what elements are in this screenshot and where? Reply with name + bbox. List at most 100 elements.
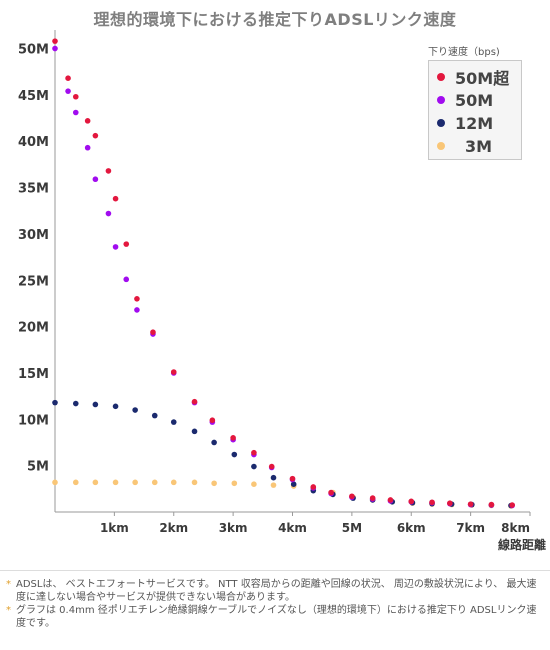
x-tick-label: 1km [100,521,129,535]
x-tick-label: 5M [342,521,362,535]
data-point-50m-over [251,449,257,456]
legend-marker-50m [437,96,445,104]
data-point-50m [112,244,119,250]
y-tick-label: 25M [18,274,49,289]
legend-item-50m: 50M [437,89,493,111]
data-point-50m-over [84,118,91,124]
legend-title: 下り速度（bps) [428,47,500,58]
data-point-50m-over [268,463,275,470]
legend-label-50m-over: 50M超 [455,69,510,88]
footnote-1-text: ADSLは、 ベストエフォートサービスです。 NTT 収容局からの距離や回線の状… [16,579,537,603]
y-tick-label: 35M [18,182,49,197]
legend-marker-12m [437,119,445,127]
legend: 50M超 50M 12M 3M [428,60,522,160]
data-point-3m [151,479,158,486]
y-tick-label: 40M [18,135,49,150]
x-tick-label: 8km [501,521,530,535]
data-point-12m [72,400,79,407]
data-point-3m [211,480,217,487]
data-point-50m-over [65,75,71,81]
footnote-2: * グラフは 0.4mm 径ポリエチレン絶縁銅線ケーブルでノイズなし（理想的環境… [6,604,544,630]
data-point-50m-over [387,497,394,503]
data-point-3m [191,479,198,486]
data-point-12m [231,451,238,458]
y-tick-label: 20M [18,321,49,336]
data-point-50m-over [289,475,296,482]
data-point-50m [123,276,130,283]
x-tick-label: 3km [219,521,248,535]
data-point-50m-over [170,369,177,375]
data-point-50m-over [230,435,236,441]
y-tick-label: 15M [18,367,49,382]
data-point-50m [65,88,71,94]
data-point-50m-over [488,501,495,508]
data-point-50m-over [52,38,58,44]
data-point-3m [132,479,138,486]
notes-divider [0,570,550,571]
x-tick-label: 2km [159,521,188,535]
data-point-50m-over [310,484,317,490]
data-point-3m [170,479,177,486]
data-point-3m [92,479,99,486]
footnotes: * ADSLは、 ベストエフォートサービスです。 NTT 収容局からの距離や回線… [6,578,544,630]
data-point-12m [211,439,217,446]
footnote-1: * ADSLは、 ベストエフォートサービスです。 NTT 収容局からの距離や回線… [6,578,544,604]
x-tick-label: 4km [278,521,307,535]
data-point-50m-over [408,498,415,505]
data-point-50m-over [191,398,198,405]
data-point-3m [270,482,277,488]
data-point-50m-over [467,501,474,507]
x-axis-label: 線路距離 [498,537,546,552]
x-tick-label: 7km [456,521,485,535]
data-point-50m-over [123,241,130,247]
data-point-50m-over [134,296,140,302]
data-point-12m [112,403,119,410]
data-point-50m-over [509,502,515,508]
data-point-50m [72,109,79,116]
legend-label-3m: 3M [465,136,493,156]
data-point-12m [270,474,277,481]
data-point-50m-over [72,93,79,100]
data-point-50m-over [349,493,355,500]
data-point-12m [52,399,58,406]
x-tick-label: 6km [397,521,426,535]
data-point-50m [134,307,140,313]
data-point-50m-over [105,168,112,174]
chart-title: 理想的環境下における推定下りADSLリンク速度 [93,10,457,29]
data-point-12m [132,407,138,413]
data-point-50m-over [150,329,156,335]
data-point-3m [112,479,119,486]
data-point-3m [251,481,257,487]
data-point-12m [251,463,257,470]
y-tick-label: 45M [18,89,49,104]
legend-item-12m: 12M [437,112,493,134]
data-point-50m-over [112,195,119,202]
data-point-50m [52,45,58,52]
legend-item-50m-over: 50M超 [437,66,509,88]
data-point-3m [52,479,58,486]
data-point-50m-over [447,500,453,506]
data-point-50m-over [92,132,99,139]
data-point-12m [92,401,99,408]
data-point-50m [92,176,99,183]
data-point-50m-over [369,495,376,501]
data-point-50m-over [429,499,435,506]
legend-label-12m: 12M [455,113,494,133]
data-point-3m [72,479,79,486]
y-tick-label: 10M [18,413,49,428]
data-point-50m-over [209,417,216,424]
data-point-12m [191,428,198,435]
legend-label-50m: 50M [455,90,494,110]
footnote-2-text: グラフは 0.4mm 径ポリエチレン絶縁銅線ケーブルでノイズなし（理想的環境下）… [16,605,537,629]
y-tick-label: 50M [18,43,49,58]
note-asterisk: * [6,605,11,616]
legend-item-3m: 3M [437,135,492,157]
legend-marker-3m [437,142,445,150]
data-point-12m [151,412,158,419]
note-asterisk: * [6,579,11,590]
data-point-50m [105,210,112,217]
data-point-12m [290,481,297,487]
y-tick-label: 5M [27,460,49,475]
data-point-50m [84,144,91,151]
y-tick-label: 30M [18,228,49,243]
